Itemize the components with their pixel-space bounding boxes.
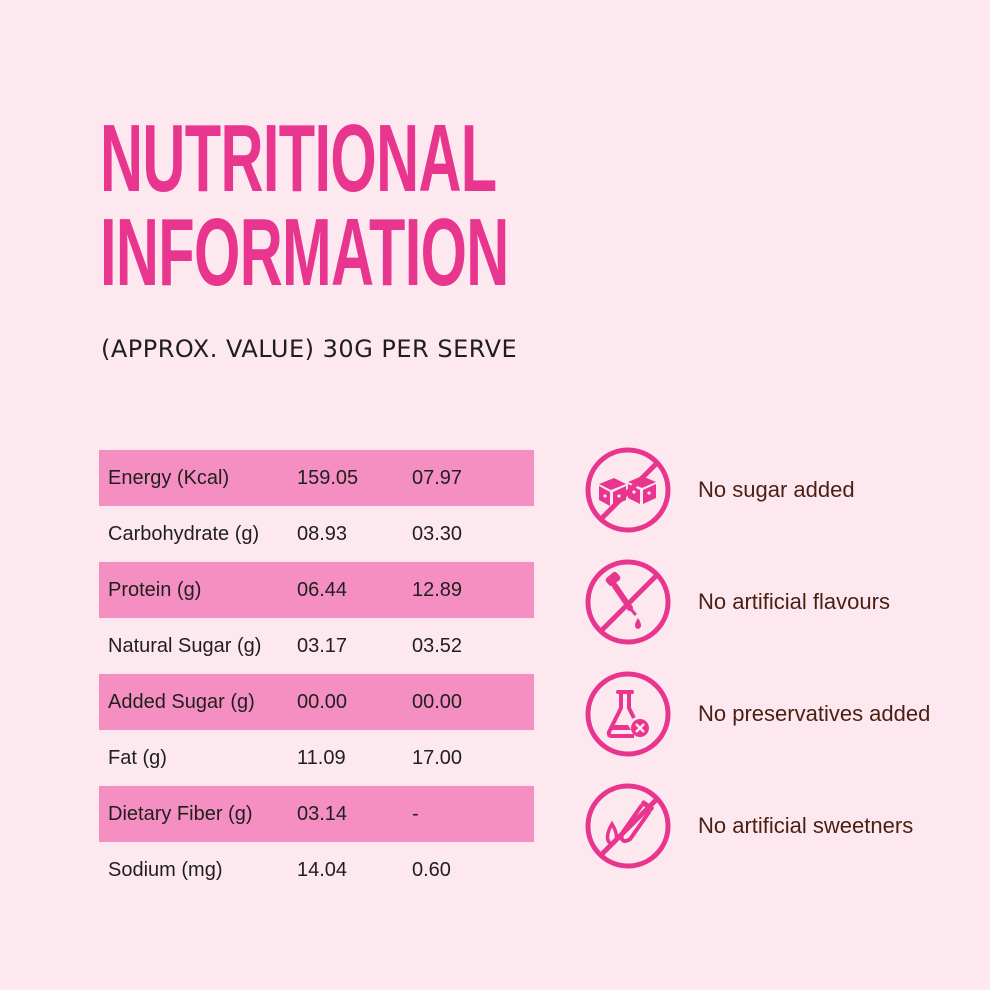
row-label: Fat (g)	[108, 746, 167, 769]
feature-label: No artificial sweetners	[698, 813, 914, 838]
table-row: Carbohydrate (g) 08.93 03.30	[99, 506, 534, 562]
table-row: Fat (g) 11.09 17.00	[99, 730, 534, 786]
feature-no-sugar: No sugar added	[584, 446, 958, 534]
feature-no-artificial-sweetners: No artificial sweetners	[584, 782, 958, 870]
row-value-1: 03.17	[297, 634, 348, 657]
feature-no-preservatives: No preservatives added	[584, 670, 958, 758]
nutrition-table: Energy (Kcal) 159.05 07.97 Carbohydrate …	[99, 450, 534, 898]
table-row: Energy (Kcal) 159.05 07.97	[99, 450, 534, 506]
row-value-1: 08.93	[297, 522, 348, 545]
row-label: Carbohydrate (g)	[108, 522, 260, 545]
row-value-2: -	[412, 802, 419, 825]
feature-label: No sugar added	[698, 477, 855, 502]
row-value-1: 00.00	[297, 690, 348, 713]
no-sweetener-test-tube-icon	[585, 783, 671, 869]
row-value-2: 07.97	[412, 466, 463, 489]
row-label: Protein (g)	[108, 578, 202, 601]
no-sugar-cubes-icon	[585, 447, 671, 533]
table-row: Sodium (mg) 14.04 0.60	[99, 842, 534, 898]
no-dropper-icon	[585, 559, 671, 645]
row-value-2: 12.89	[412, 578, 463, 601]
row-value-2: 03.30	[412, 522, 463, 545]
row-label: Sodium (mg)	[108, 858, 223, 881]
row-label: Natural Sugar (g)	[108, 634, 262, 657]
table-row: Added Sugar (g) 00.00 00.00	[99, 674, 534, 730]
feature-no-artificial-flavours: No artificial flavours	[584, 558, 958, 646]
table-row: Dietary Fiber (g) 03.14 -	[99, 786, 534, 842]
row-value-2: 00.00	[412, 690, 463, 713]
row-value-2: 03.52	[412, 634, 463, 657]
table-row: Natural Sugar (g) 03.17 03.52	[99, 618, 534, 674]
row-value-1: 159.05	[297, 466, 359, 489]
row-value-1: 14.04	[297, 858, 348, 881]
row-label: Added Sugar (g)	[108, 690, 255, 713]
row-value-1: 11.09	[297, 746, 346, 769]
serving-subtitle: (APPROX. VALUE) 30G PER SERVE	[101, 335, 518, 363]
title-line-1: NUTRITIONAL	[100, 105, 497, 212]
row-label: Energy (Kcal)	[108, 466, 230, 489]
row-value-1: 03.14	[297, 802, 348, 825]
feature-label: No preservatives added	[698, 701, 931, 726]
no-preservatives-flask-icon	[585, 671, 671, 757]
row-label: Dietary Fiber (g)	[108, 802, 253, 825]
row-value-2: 0.60	[412, 858, 451, 881]
row-value-1: 06.44	[297, 578, 348, 601]
row-value-2: 17.00	[412, 746, 463, 769]
table-row: Protein (g) 06.44 12.89	[99, 562, 534, 618]
title-line-2: INFORMATION	[100, 199, 509, 306]
page-title: NUTRITIONAL INFORMATION	[100, 105, 509, 306]
feature-label: No artificial flavours	[698, 589, 890, 614]
